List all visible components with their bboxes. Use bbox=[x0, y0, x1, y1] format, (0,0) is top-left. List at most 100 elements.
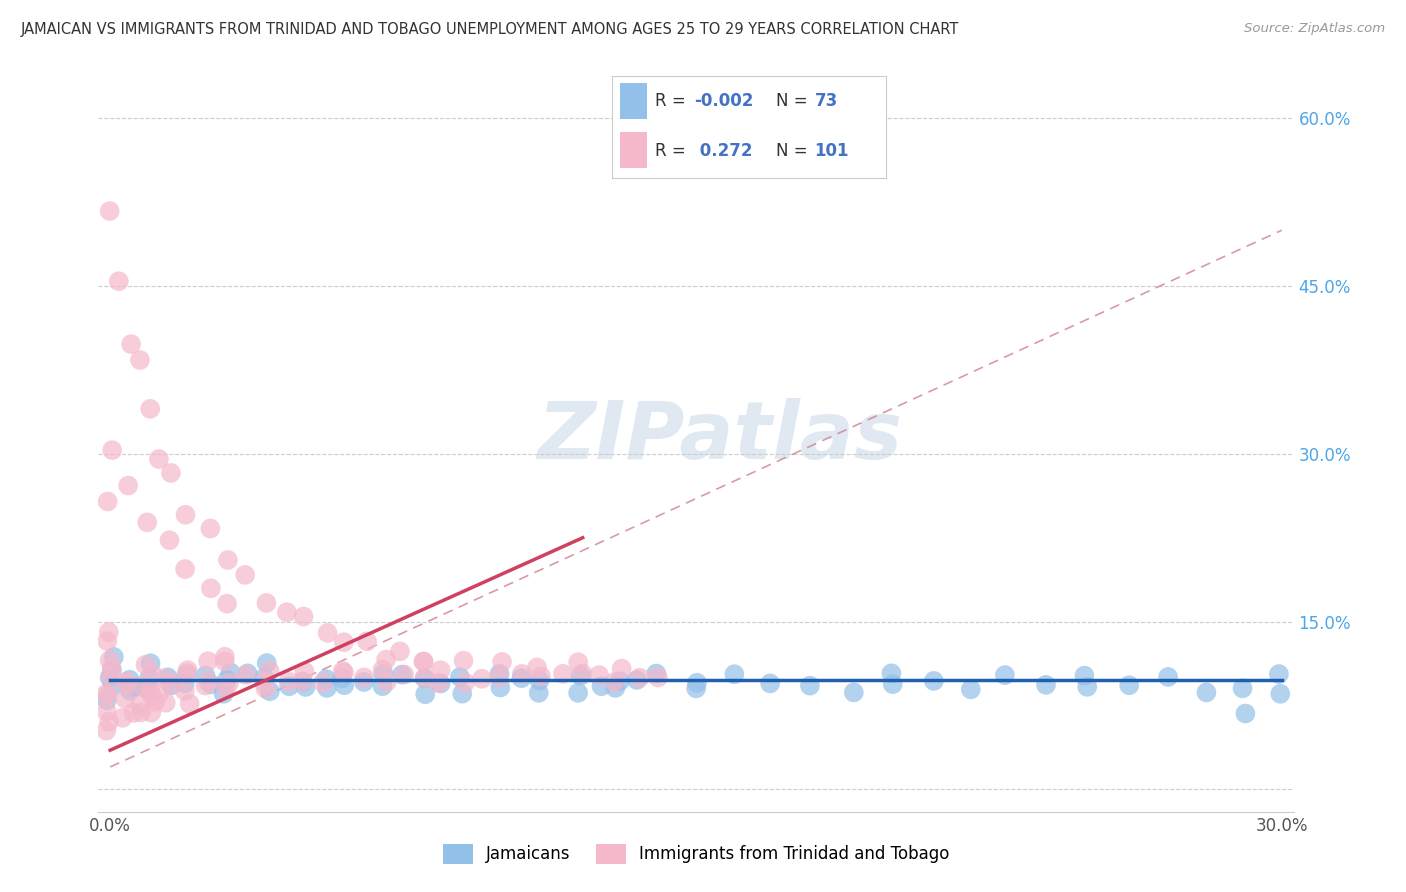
Point bbox=[488, 670, 510, 684]
Point bbox=[200, 582, 222, 596]
Point bbox=[292, 665, 315, 679]
Point bbox=[174, 684, 197, 698]
Point bbox=[647, 670, 669, 684]
Point bbox=[174, 508, 197, 522]
Point bbox=[588, 668, 610, 682]
Point bbox=[139, 657, 162, 671]
Point bbox=[129, 706, 152, 720]
Point bbox=[526, 660, 548, 674]
Point bbox=[143, 695, 166, 709]
Point bbox=[994, 668, 1017, 682]
Point bbox=[529, 673, 551, 688]
Point bbox=[122, 680, 145, 694]
Point bbox=[117, 478, 139, 492]
Point bbox=[156, 670, 179, 684]
Point bbox=[449, 670, 471, 684]
Point bbox=[277, 674, 299, 689]
Point bbox=[111, 711, 134, 725]
Text: 73: 73 bbox=[814, 92, 838, 110]
Point bbox=[371, 663, 394, 677]
Point bbox=[292, 609, 315, 624]
Point bbox=[197, 674, 219, 689]
Point bbox=[174, 562, 197, 576]
Bar bbox=[620, 83, 647, 119]
Point bbox=[413, 687, 436, 701]
Point bbox=[215, 681, 238, 696]
Point bbox=[413, 671, 436, 685]
Point bbox=[200, 677, 222, 691]
Point bbox=[179, 697, 201, 711]
Point bbox=[259, 684, 281, 698]
Point bbox=[114, 691, 136, 706]
Point bbox=[159, 533, 181, 548]
Point bbox=[218, 675, 240, 690]
Point bbox=[453, 654, 475, 668]
Point bbox=[129, 698, 152, 712]
Point bbox=[96, 693, 118, 707]
Point bbox=[256, 656, 278, 670]
Point bbox=[1195, 685, 1218, 699]
Point bbox=[567, 655, 589, 669]
Point bbox=[107, 274, 129, 288]
Point bbox=[375, 652, 398, 666]
Point bbox=[316, 681, 339, 695]
Point bbox=[160, 678, 183, 692]
Point bbox=[253, 671, 276, 685]
Text: -0.002: -0.002 bbox=[695, 92, 754, 110]
Point bbox=[388, 644, 411, 658]
Text: Source: ZipAtlas.com: Source: ZipAtlas.com bbox=[1244, 22, 1385, 36]
Point bbox=[315, 672, 337, 686]
Point bbox=[233, 568, 256, 582]
Point bbox=[1073, 668, 1095, 682]
Point bbox=[922, 673, 945, 688]
Text: ZIPatlas: ZIPatlas bbox=[537, 398, 903, 476]
Point bbox=[842, 685, 865, 699]
Point bbox=[723, 667, 745, 681]
Point bbox=[412, 655, 434, 669]
Point bbox=[215, 673, 238, 687]
Point bbox=[451, 687, 474, 701]
Point bbox=[96, 634, 118, 648]
Point bbox=[173, 676, 195, 690]
Point bbox=[160, 466, 183, 480]
Point bbox=[117, 676, 139, 690]
Point bbox=[155, 696, 177, 710]
Text: R =: R = bbox=[655, 92, 692, 110]
Point bbox=[567, 686, 589, 700]
Point bbox=[628, 671, 651, 685]
Point bbox=[330, 671, 353, 685]
Point bbox=[530, 669, 553, 683]
Point bbox=[214, 655, 236, 669]
Point bbox=[98, 653, 121, 667]
Point bbox=[139, 401, 162, 416]
Point bbox=[312, 675, 335, 690]
Point bbox=[160, 676, 183, 690]
Point bbox=[200, 521, 222, 535]
Point bbox=[551, 666, 574, 681]
Point bbox=[134, 657, 156, 672]
Point bbox=[1270, 687, 1292, 701]
Point bbox=[215, 597, 238, 611]
Point bbox=[101, 664, 124, 678]
Point bbox=[489, 681, 512, 695]
Point bbox=[571, 666, 593, 681]
Point bbox=[276, 605, 298, 619]
Point bbox=[278, 679, 301, 693]
Point bbox=[569, 669, 592, 683]
Point bbox=[129, 679, 152, 693]
Point bbox=[333, 678, 356, 692]
Point bbox=[880, 666, 903, 681]
Point bbox=[96, 705, 118, 719]
Point bbox=[96, 723, 118, 738]
Point bbox=[488, 666, 510, 681]
Point bbox=[115, 674, 138, 689]
Point bbox=[1268, 667, 1291, 681]
Point bbox=[98, 670, 121, 684]
Point bbox=[101, 679, 124, 693]
Point bbox=[294, 680, 316, 694]
Point bbox=[626, 673, 648, 687]
Point bbox=[799, 679, 821, 693]
Point bbox=[118, 683, 141, 698]
Point bbox=[332, 664, 354, 678]
Point bbox=[353, 675, 375, 690]
